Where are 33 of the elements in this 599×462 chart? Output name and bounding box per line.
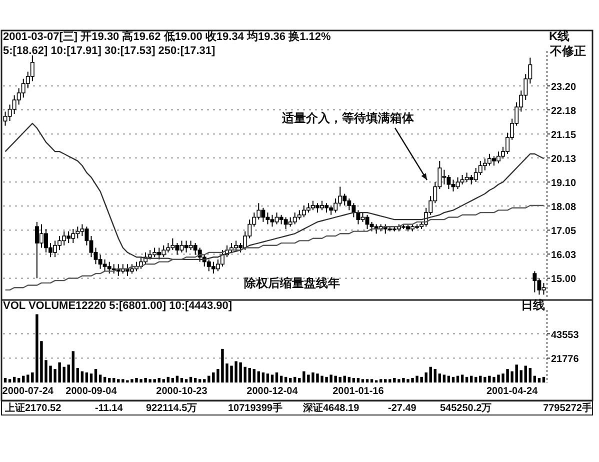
title: 2001-03-07[三] 开19.30 高19.62 低19.00 收19.34 均19.36 换1.12% (3, 31, 331, 43)
ytick: 21776 (551, 354, 579, 366)
annotation: 深证4648.19 (303, 403, 360, 414)
ytick: 19.10 (551, 178, 576, 190)
ytick: 21.15 (551, 130, 576, 141)
annotation: 日线 (521, 298, 545, 312)
annotation: K线 (549, 29, 570, 43)
ytick: 16.03 (551, 250, 576, 262)
ytick: 15.00 (551, 274, 576, 286)
annotation: 922114.5万 (146, 403, 198, 414)
ytick: 23.20 (551, 82, 576, 93)
annotation: -11.14 (95, 403, 123, 414)
annotation: 上证2170.52 (5, 403, 62, 414)
xtick: 2000-07-24 (2, 386, 54, 397)
xtick: 2000-09-04 (66, 386, 117, 397)
xtick: 2001-01-16 (332, 386, 384, 397)
ytick: 20.13 (551, 154, 576, 165)
annotation: 除权后缩量盘线年 (244, 276, 340, 290)
subtitle: 5:[18.62] 10:[17.91] 30:[17.53] 250:[17.31] (3, 45, 216, 57)
xtick: 2000-10-23 (156, 386, 208, 397)
ytick: 22.18 (551, 106, 576, 117)
ytick: 18.08 (551, 202, 576, 213)
ytick: 43553 (551, 330, 579, 341)
xtick: 2000-12-04 (246, 386, 298, 397)
annotation: 7795272手 (543, 403, 592, 414)
annotation: 不修正 (550, 44, 586, 58)
annotation: 适量介入，等待填满箱体 (282, 111, 414, 125)
annotation: 10719399手 (228, 403, 282, 414)
annotation: 545250.2万 (440, 403, 492, 414)
annotation: -27.49 (388, 403, 416, 414)
xtick: 2001-04-24 (486, 386, 538, 397)
ytick: 17.05 (551, 226, 576, 238)
title: VOL VOLUME12220 5:[6801.00] 10:[4443.90] (3, 300, 232, 312)
